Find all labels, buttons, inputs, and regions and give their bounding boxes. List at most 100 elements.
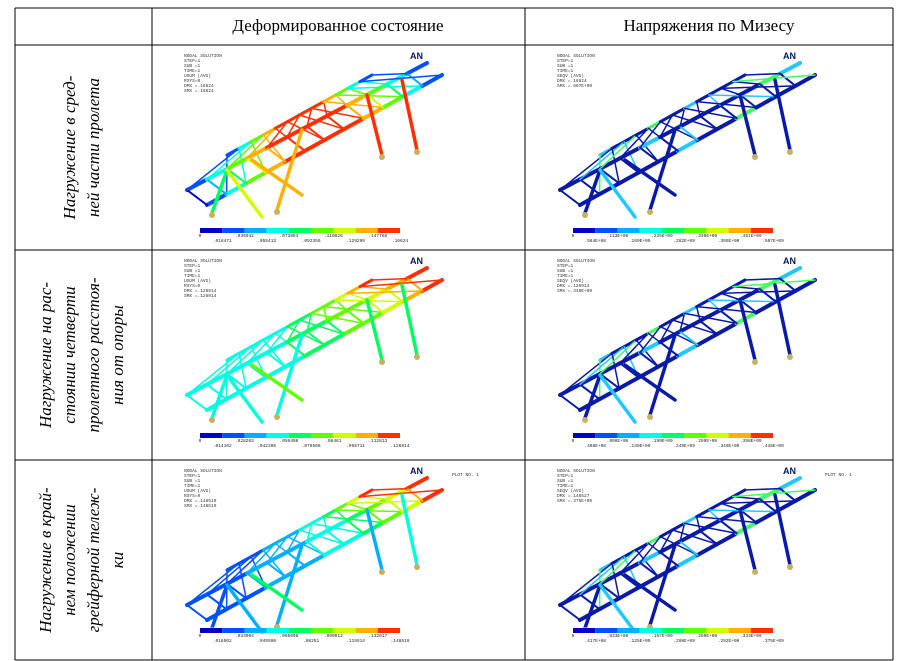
legend-label: .249E+09 xyxy=(673,443,695,449)
colorbar-block xyxy=(378,433,400,438)
truss-member xyxy=(685,517,697,524)
truss-member xyxy=(383,512,403,523)
legend-label: .292E+09 xyxy=(718,638,740,644)
logo: AN xyxy=(783,256,796,266)
legend-label: .395E+09 xyxy=(718,238,740,244)
truss-member xyxy=(697,510,709,517)
legend-label: .112813 xyxy=(368,438,387,444)
row-label: ней части пролета xyxy=(84,78,103,217)
support xyxy=(379,154,385,160)
legend-label: .451E+09 xyxy=(740,233,762,239)
colorbar-block xyxy=(751,628,773,633)
legend-label: .167E+09 xyxy=(651,633,673,639)
legend-label: 0 xyxy=(572,633,575,639)
legend-label: .148519 xyxy=(391,638,410,644)
colorbar-block xyxy=(244,228,266,233)
support xyxy=(414,354,420,360)
colorbar-block xyxy=(333,628,355,633)
support xyxy=(379,359,385,365)
legend-label: .498E+08 xyxy=(584,443,606,449)
truss-member xyxy=(407,268,427,279)
legend-label: .564E+08 xyxy=(584,238,606,244)
colorbar-block xyxy=(311,228,333,233)
legend-label: .08251 xyxy=(303,638,320,644)
colorbar-block xyxy=(356,228,378,233)
truss-member xyxy=(560,190,580,205)
truss-member xyxy=(247,148,267,159)
colorbar-block xyxy=(289,433,311,438)
colorbar-block xyxy=(595,228,617,233)
colorbar-block xyxy=(662,433,684,438)
support xyxy=(414,149,420,155)
legend-label: .014102 xyxy=(213,443,232,449)
truss-member xyxy=(246,588,266,599)
legend-label: .149E+09 xyxy=(629,443,651,449)
truss-member xyxy=(709,510,776,512)
support xyxy=(752,569,758,575)
colorbar-block xyxy=(356,433,378,438)
legend-label: .028203 xyxy=(235,438,254,444)
truss-member xyxy=(780,268,800,279)
info-text: SMX =.16624 xyxy=(184,88,214,94)
truss-member xyxy=(407,478,427,489)
plot-label: PLOT NO. 1 xyxy=(452,472,479,478)
truss-member xyxy=(324,517,327,531)
colorbar-block xyxy=(684,228,706,233)
legend-label: .073884 xyxy=(279,233,298,239)
colorbar-block xyxy=(751,433,773,438)
logo: AN xyxy=(410,256,423,266)
legend-label: .036942 xyxy=(235,233,254,239)
support xyxy=(209,417,215,423)
row-label: грейферной тележ- xyxy=(84,487,103,632)
truss-member xyxy=(325,544,345,555)
legend-label: .098711 xyxy=(346,443,365,449)
support xyxy=(582,212,588,218)
truss-member xyxy=(407,489,422,501)
colorbar-block xyxy=(617,228,639,233)
page: Деформированное состояние Напряжения по … xyxy=(0,0,907,661)
truss-member xyxy=(312,102,324,109)
support xyxy=(787,149,793,155)
truss-member xyxy=(619,173,639,184)
truss-member xyxy=(305,140,325,151)
truss-member xyxy=(709,293,721,300)
support xyxy=(752,154,758,160)
colorbar-block xyxy=(378,228,400,233)
truss-member xyxy=(780,489,795,501)
truss-member xyxy=(780,63,800,74)
support xyxy=(209,212,215,218)
info-text: SMX =.148519 xyxy=(184,503,217,509)
legend-label: .110826 xyxy=(324,233,343,239)
colorbar-block xyxy=(311,433,333,438)
truss-member xyxy=(678,345,698,356)
truss-member xyxy=(344,323,364,334)
row-label: ния от опоры xyxy=(108,305,127,405)
truss-member xyxy=(287,327,324,345)
truss-member xyxy=(697,102,700,116)
legend-label: .199E+09 xyxy=(651,438,673,444)
support xyxy=(787,354,793,360)
colorbar-block xyxy=(267,628,289,633)
column-header: Деформированное состояние xyxy=(232,16,443,35)
truss-member xyxy=(756,302,776,313)
legend-label: .417E+08 xyxy=(584,638,606,644)
colorbar-block xyxy=(640,628,662,633)
legend-label: .018471 xyxy=(213,238,232,244)
legend-label: .099012 xyxy=(324,633,343,639)
support xyxy=(414,564,420,570)
legend-label: .033004 xyxy=(235,633,254,639)
truss-member xyxy=(721,503,740,509)
legend-label: .398E+09 xyxy=(740,438,762,444)
legend-label: 0 xyxy=(199,233,202,239)
truss-member xyxy=(740,289,760,300)
legend-label: .250E+09 xyxy=(696,633,718,639)
truss-member xyxy=(348,88,367,94)
colorbar-block xyxy=(289,228,311,233)
legend-label: .507E+09 xyxy=(762,238,784,244)
legend-label: 0 xyxy=(572,233,575,239)
truss-member xyxy=(717,533,737,544)
legend-label: .056406 xyxy=(279,438,298,444)
support xyxy=(274,209,280,215)
truss-member xyxy=(312,517,324,524)
fea-panel: NODAL SOLUTIONSTEP=1SUB =1TIME=1USUM (AV… xyxy=(184,256,442,449)
